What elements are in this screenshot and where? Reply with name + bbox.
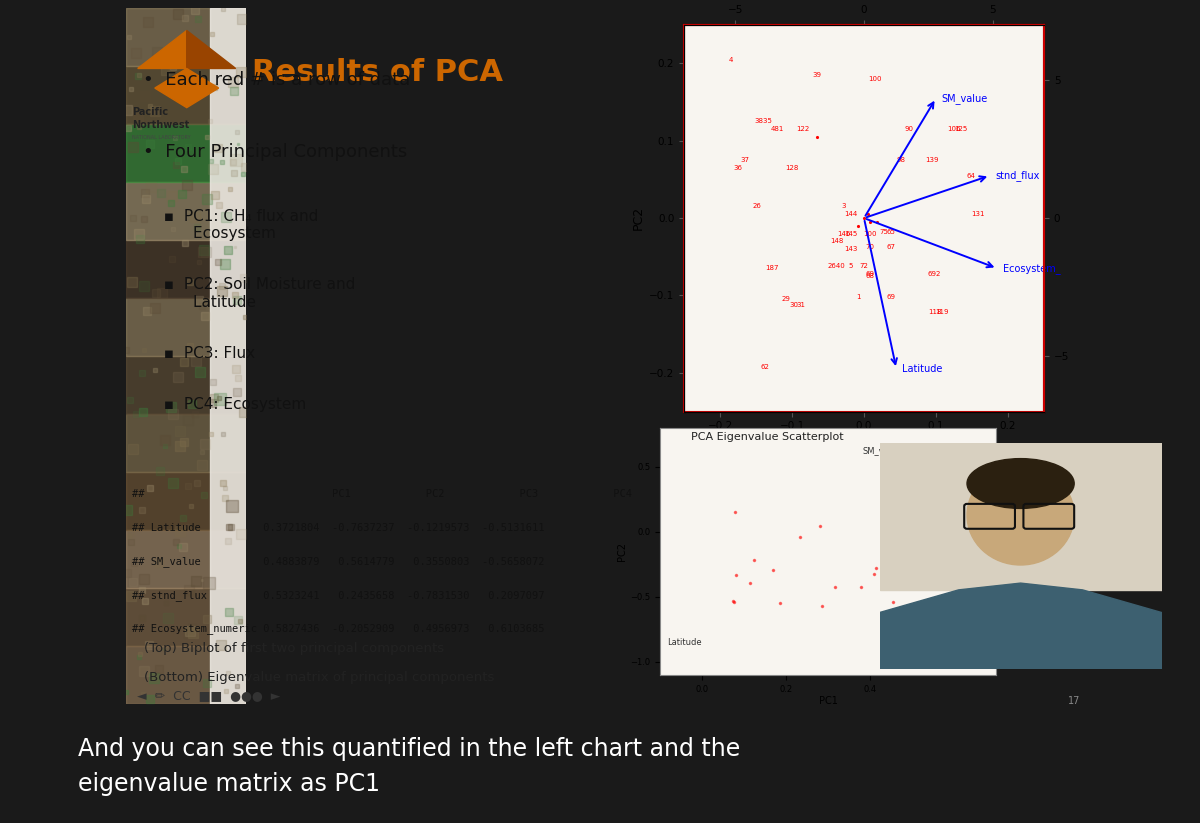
Ellipse shape bbox=[967, 458, 1074, 509]
Text: 100: 100 bbox=[863, 230, 876, 236]
Text: 90: 90 bbox=[904, 126, 913, 133]
Text: 72: 72 bbox=[859, 263, 869, 269]
Ellipse shape bbox=[967, 466, 1074, 565]
Text: 692: 692 bbox=[928, 271, 941, 277]
Text: 62: 62 bbox=[761, 364, 769, 370]
Text: ## Ecosystem_numeric 0.5827436  -0.2052909   0.4956973   0.6103685: ## Ecosystem_numeric 0.5827436 -0.205290… bbox=[132, 624, 545, 635]
Text: Pacific: Pacific bbox=[132, 106, 168, 117]
Text: ##                              PC1            PC2            PC3            PC4: ## PC1 PC2 PC3 PC4 bbox=[132, 489, 632, 499]
Text: 1: 1 bbox=[856, 294, 860, 300]
Text: 67: 67 bbox=[887, 244, 896, 250]
Text: 69: 69 bbox=[887, 294, 896, 300]
Text: 131: 131 bbox=[971, 212, 984, 217]
Bar bbox=[126, 530, 246, 588]
Text: 75: 75 bbox=[880, 229, 888, 235]
Text: Results of PCA: Results of PCA bbox=[252, 58, 503, 87]
Y-axis label: PC2: PC2 bbox=[632, 206, 644, 230]
Text: 30: 30 bbox=[788, 302, 798, 308]
Bar bbox=[126, 8, 246, 66]
Text: 119: 119 bbox=[935, 309, 948, 315]
Text: (Bottom) Eigenvalue matrix of principal components: (Bottom) Eigenvalue matrix of principal … bbox=[144, 671, 494, 684]
Text: 5: 5 bbox=[848, 263, 853, 269]
Text: PCA Eigenvalue Scatterplot: PCA Eigenvalue Scatterplot bbox=[691, 432, 844, 442]
Text: ▪  PC2: Soil Moisture and
        Latitude: ▪ PC2: Soil Moisture and Latitude bbox=[154, 277, 355, 309]
Bar bbox=[126, 66, 246, 124]
Text: ## SM_value          0.4883879   0.5614779   0.3550803  -0.5658072: ## SM_value 0.4883879 0.5614779 0.355080… bbox=[132, 556, 545, 567]
Text: (Top) Biplot of first two principal components: (Top) Biplot of first two principal comp… bbox=[144, 642, 444, 655]
Text: 145: 145 bbox=[845, 230, 858, 236]
Text: SM_value: SM_value bbox=[862, 445, 902, 454]
Text: 98: 98 bbox=[896, 157, 906, 163]
X-axis label: PC1: PC1 bbox=[852, 435, 876, 449]
Bar bbox=[126, 646, 246, 704]
Text: ▪  PC3: Flux: ▪ PC3: Flux bbox=[154, 346, 254, 361]
Text: 69: 69 bbox=[865, 271, 875, 277]
Polygon shape bbox=[187, 30, 235, 68]
Text: 144: 144 bbox=[845, 212, 858, 217]
X-axis label: PC1: PC1 bbox=[818, 696, 838, 706]
Text: 125: 125 bbox=[954, 126, 968, 133]
Text: 36: 36 bbox=[733, 165, 743, 171]
Text: Ecosystem_: Ecosystem_ bbox=[1003, 263, 1061, 274]
Text: 122: 122 bbox=[796, 126, 810, 133]
Bar bbox=[126, 182, 246, 240]
Text: ## stnd_flux         0.5323241   0.2435658  -0.7831530   0.2097097: ## stnd_flux 0.5323241 0.2435658 -0.7831… bbox=[132, 590, 545, 601]
Bar bbox=[210, 8, 246, 704]
Text: 143: 143 bbox=[845, 246, 858, 252]
Text: 68: 68 bbox=[865, 273, 875, 279]
Text: And you can see this quantified in the left chart and the
eigenvalue matrix as P: And you can see this quantified in the l… bbox=[78, 737, 740, 797]
Text: •  Four Principal Components: • Four Principal Components bbox=[143, 143, 407, 161]
Bar bbox=[126, 124, 246, 182]
Bar bbox=[126, 588, 246, 646]
Text: 64: 64 bbox=[966, 173, 974, 179]
Text: 4: 4 bbox=[728, 57, 733, 63]
Text: 128: 128 bbox=[785, 165, 799, 171]
Text: 39: 39 bbox=[812, 72, 822, 78]
Polygon shape bbox=[138, 30, 187, 68]
Y-axis label: PC2: PC2 bbox=[617, 542, 628, 561]
Text: ▪  PC4: Ecosystem: ▪ PC4: Ecosystem bbox=[154, 397, 306, 412]
Text: 3: 3 bbox=[841, 203, 846, 210]
Polygon shape bbox=[155, 68, 218, 108]
Text: 31: 31 bbox=[796, 302, 805, 308]
Text: 70: 70 bbox=[865, 244, 875, 250]
Text: Latitude: Latitude bbox=[667, 638, 701, 647]
Text: 139: 139 bbox=[925, 157, 940, 163]
Text: Northwest: Northwest bbox=[132, 120, 190, 130]
Text: SM_value: SM_value bbox=[942, 93, 988, 104]
Text: 3835: 3835 bbox=[755, 119, 772, 124]
Text: stnd_flux: stnd_flux bbox=[996, 170, 1040, 181]
Text: 106: 106 bbox=[947, 126, 961, 133]
Bar bbox=[880, 443, 1162, 590]
Text: 148: 148 bbox=[830, 239, 844, 244]
Text: 65: 65 bbox=[887, 229, 895, 235]
Text: 2640: 2640 bbox=[828, 263, 846, 269]
Text: 17: 17 bbox=[1068, 696, 1080, 706]
Text: Latitude: Latitude bbox=[902, 364, 942, 374]
Text: •  Each red # is a row of data: • Each red # is a row of data bbox=[143, 71, 410, 89]
Bar bbox=[126, 240, 246, 298]
Text: 118: 118 bbox=[928, 309, 941, 315]
Bar bbox=[126, 298, 246, 356]
Text: 100: 100 bbox=[868, 76, 882, 81]
Text: ◄  ✏  CC  ■■  ●●●  ►: ◄ ✏ CC ■■ ●●● ► bbox=[137, 689, 280, 702]
Text: 26: 26 bbox=[754, 203, 762, 210]
Text: NATIONAL LABORATORY: NATIONAL LABORATORY bbox=[132, 135, 191, 140]
Text: 146: 146 bbox=[838, 230, 851, 236]
Bar bbox=[126, 356, 246, 414]
Polygon shape bbox=[880, 583, 1162, 669]
Text: ▪  PC1: CH₄ flux and
        Ecosystem: ▪ PC1: CH₄ flux and Ecosystem bbox=[154, 208, 318, 241]
Text: 37: 37 bbox=[740, 157, 750, 163]
Text: ## Latitude          0.3721804  -0.7637237  -0.1219573  -0.5131611: ## Latitude 0.3721804 -0.7637237 -0.1219… bbox=[132, 523, 545, 532]
Bar bbox=[126, 414, 246, 472]
Text: 187: 187 bbox=[766, 265, 779, 272]
Bar bbox=[126, 472, 246, 530]
Text: 481: 481 bbox=[770, 126, 785, 133]
Text: 29: 29 bbox=[782, 296, 791, 302]
